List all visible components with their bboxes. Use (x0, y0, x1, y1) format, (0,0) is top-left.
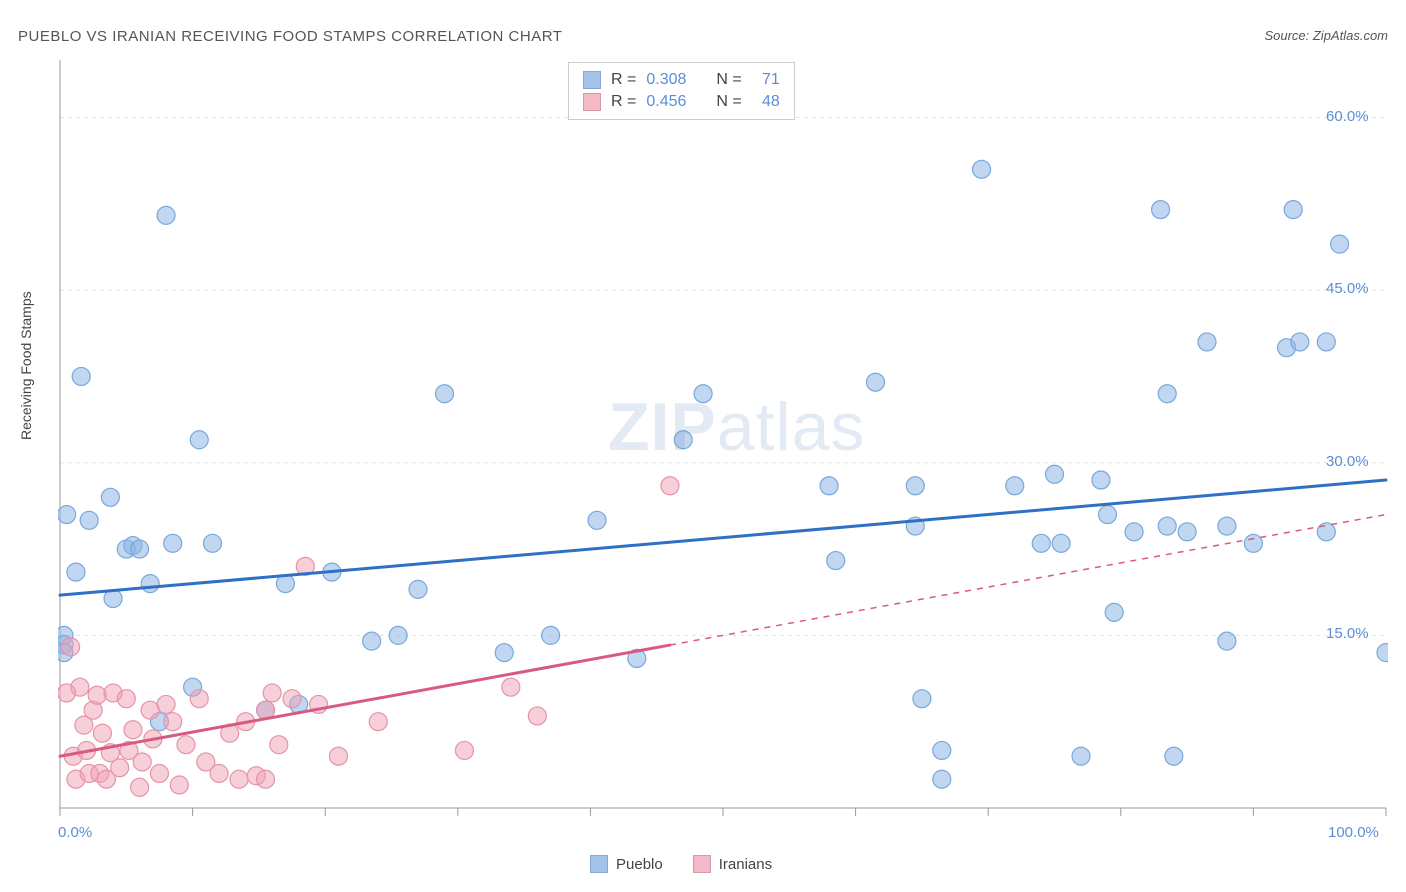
y-axis-label: Receiving Food Stamps (18, 291, 34, 440)
chart-title: PUEBLO VS IRANIAN RECEIVING FOOD STAMPS … (18, 28, 562, 45)
legend-series: Pueblo Iranians (590, 855, 772, 873)
chart-container: PUEBLO VS IRANIAN RECEIVING FOOD STAMPS … (0, 0, 1406, 892)
legend-r-value: 0.456 (646, 93, 686, 111)
y-tick-label: 15.0% (1326, 625, 1369, 642)
legend-series-label: Iranians (719, 856, 772, 873)
legend-correlation-row: R = 0.456 N = 48 (583, 91, 780, 113)
legend-swatch (693, 855, 711, 873)
legend-n-label: N = (716, 71, 741, 89)
legend-series-item: Iranians (693, 855, 772, 873)
legend-swatch (583, 93, 601, 111)
legend-r-label: R = (611, 93, 636, 111)
legend-r-label: R = (611, 71, 636, 89)
legend-series-label: Pueblo (616, 856, 663, 873)
legend-correlation: R = 0.308 N = 71 R = 0.456 N = 48 (568, 62, 795, 120)
x-tick-label: 0.0% (58, 824, 92, 841)
y-tick-label: 60.0% (1326, 108, 1369, 125)
plot-area: ZIPatlas R =0.308N =71R =0.456N =48 (58, 58, 1388, 838)
legend-r-value: 0.308 (646, 71, 686, 89)
legend-n-value: 71 (752, 71, 780, 89)
legend-swatch (583, 71, 601, 89)
legend-series-item: Pueblo (590, 855, 663, 873)
y-tick-label: 45.0% (1326, 280, 1369, 297)
legend-correlation-row: R = 0.308 N = 71 (583, 69, 780, 91)
scatter-plot-svg (58, 58, 1388, 838)
legend-n-value: 48 (752, 93, 780, 111)
source-credit: Source: ZipAtlas.com (1264, 28, 1388, 43)
x-tick-label: 100.0% (1328, 824, 1379, 841)
legend-swatch (590, 855, 608, 873)
y-tick-label: 30.0% (1326, 453, 1369, 470)
legend-n-label: N = (716, 93, 741, 111)
